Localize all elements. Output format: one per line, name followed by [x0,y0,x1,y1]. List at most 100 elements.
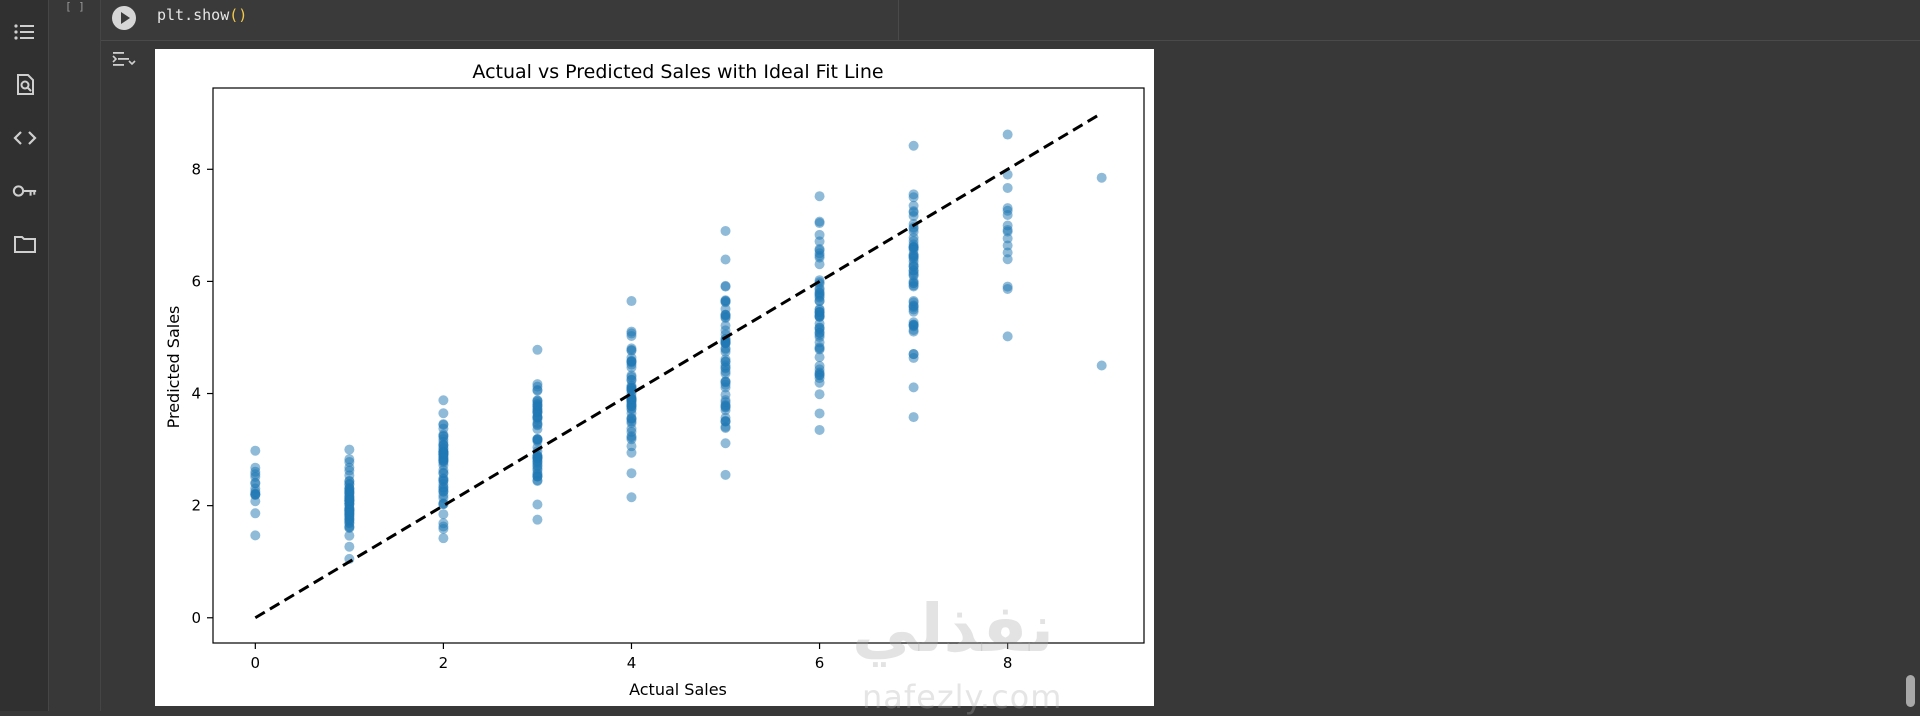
scatter-point [626,492,637,503]
code-line[interactable]: plt.show() [157,6,247,24]
scatter-point [908,252,919,263]
scatter-point [720,325,731,336]
scatter-point [814,252,825,263]
scatter-point [250,508,261,519]
plot-area-frame [212,87,1145,644]
scatter-point [814,218,825,229]
page-scrollbar[interactable] [1906,675,1915,707]
chart-title: Actual vs Predicted Sales with Ideal Fit… [472,61,883,83]
scatter-point [438,509,449,520]
code-parens: () [229,6,248,24]
scatter-point [908,200,919,211]
scatter-point [814,424,825,435]
output-toggle-icon[interactable] [110,48,136,72]
scatter-point [250,469,261,480]
scatter-point [532,471,543,482]
scatter-point [908,412,919,423]
scatter-point [720,281,731,292]
scatter-point [532,460,543,471]
scatter-point [532,406,543,417]
scatter-point [908,325,919,336]
scatter-point [344,505,355,516]
scatter-point [626,400,637,411]
scatter-point [344,541,355,552]
x-tick-label: 0 [251,654,261,672]
scatter-point [720,416,731,427]
code-snippets-icon[interactable] [12,125,38,151]
scatter-point [814,191,825,202]
scatter-point [1002,331,1013,342]
x-tick-label: 6 [815,654,825,672]
scatter-point [908,281,919,292]
scatter-point [438,452,449,463]
scatter-point [908,269,919,280]
x-axis-label: Actual Sales [629,680,727,699]
scatter-point [814,295,825,306]
execution-count: [ ] [65,0,85,13]
ideal-fit-line-layer [254,111,1103,620]
run-cell-button[interactable] [112,6,136,30]
scatter-point [344,444,355,455]
files-folder-icon[interactable] [12,231,38,257]
scatter-point [626,328,637,339]
scatter-point [720,469,731,480]
scatter-point [814,244,825,255]
scatter-point [438,467,449,478]
cell-gutter: [ ] [49,0,101,711]
y-tick-label: 4 [191,385,201,403]
table-of-contents-icon[interactable] [12,19,38,45]
scatter-point [814,283,825,294]
scatter-point [814,373,825,384]
scatter-point [814,229,825,240]
scatter-point [438,408,449,419]
scatter-point [908,297,919,308]
scatter-point [720,254,731,265]
scatter-point [908,259,919,270]
scatter-point [1002,233,1013,244]
x-tick-label: 8 [1003,654,1013,672]
scatter-point [1002,182,1013,193]
scatter-point [626,384,637,395]
y-tick-label: 0 [191,609,201,627]
scatter-point [814,324,825,335]
scatter-point [908,140,919,151]
scatter-point [250,445,261,456]
x-tick-label: 2 [439,654,449,672]
scatter-point [720,346,731,357]
scatter-point [532,499,543,510]
axis-ticks: 0 2 4 6 8 0 2 4 6 8 [191,160,1012,672]
scatter-point [814,309,825,320]
scatter-point [720,309,731,320]
y-tick-label: 2 [191,497,201,515]
scatter-point [814,352,825,363]
scatter-point [814,342,825,353]
scatter-point [1096,172,1107,183]
scatter-point [1096,360,1107,371]
scatter-point [626,468,637,479]
scatter-point [908,306,919,317]
scatter-point [1002,281,1013,292]
code-cell[interactable]: plt.show() [101,0,898,41]
watermark-arabic: نفذلي [852,590,1054,667]
scatter-point [532,384,543,395]
y-tick-label: 6 [191,272,201,290]
scatter-point [908,382,919,393]
matplotlib-figure: 0 2 4 6 8 0 2 4 6 8 Actual vs Predicted Sales wit… [155,49,1154,706]
scatter-point [344,462,355,473]
scatter-point [908,232,919,243]
code-call: plt.show [157,6,230,24]
scatter-point [720,438,731,449]
secrets-key-icon[interactable] [12,178,38,204]
scatter-point [720,401,731,412]
scatter-point [438,423,449,434]
scatter-point [626,296,637,307]
scatter-point [626,413,637,424]
scatter-point [720,379,731,390]
scatter-point [720,225,731,236]
scatter-point [720,295,731,306]
scatter-point [626,375,637,386]
find-replace-icon[interactable] [12,72,38,98]
scatter-point [344,490,355,501]
scatter-point [438,533,449,544]
scatter-point [1002,203,1013,214]
